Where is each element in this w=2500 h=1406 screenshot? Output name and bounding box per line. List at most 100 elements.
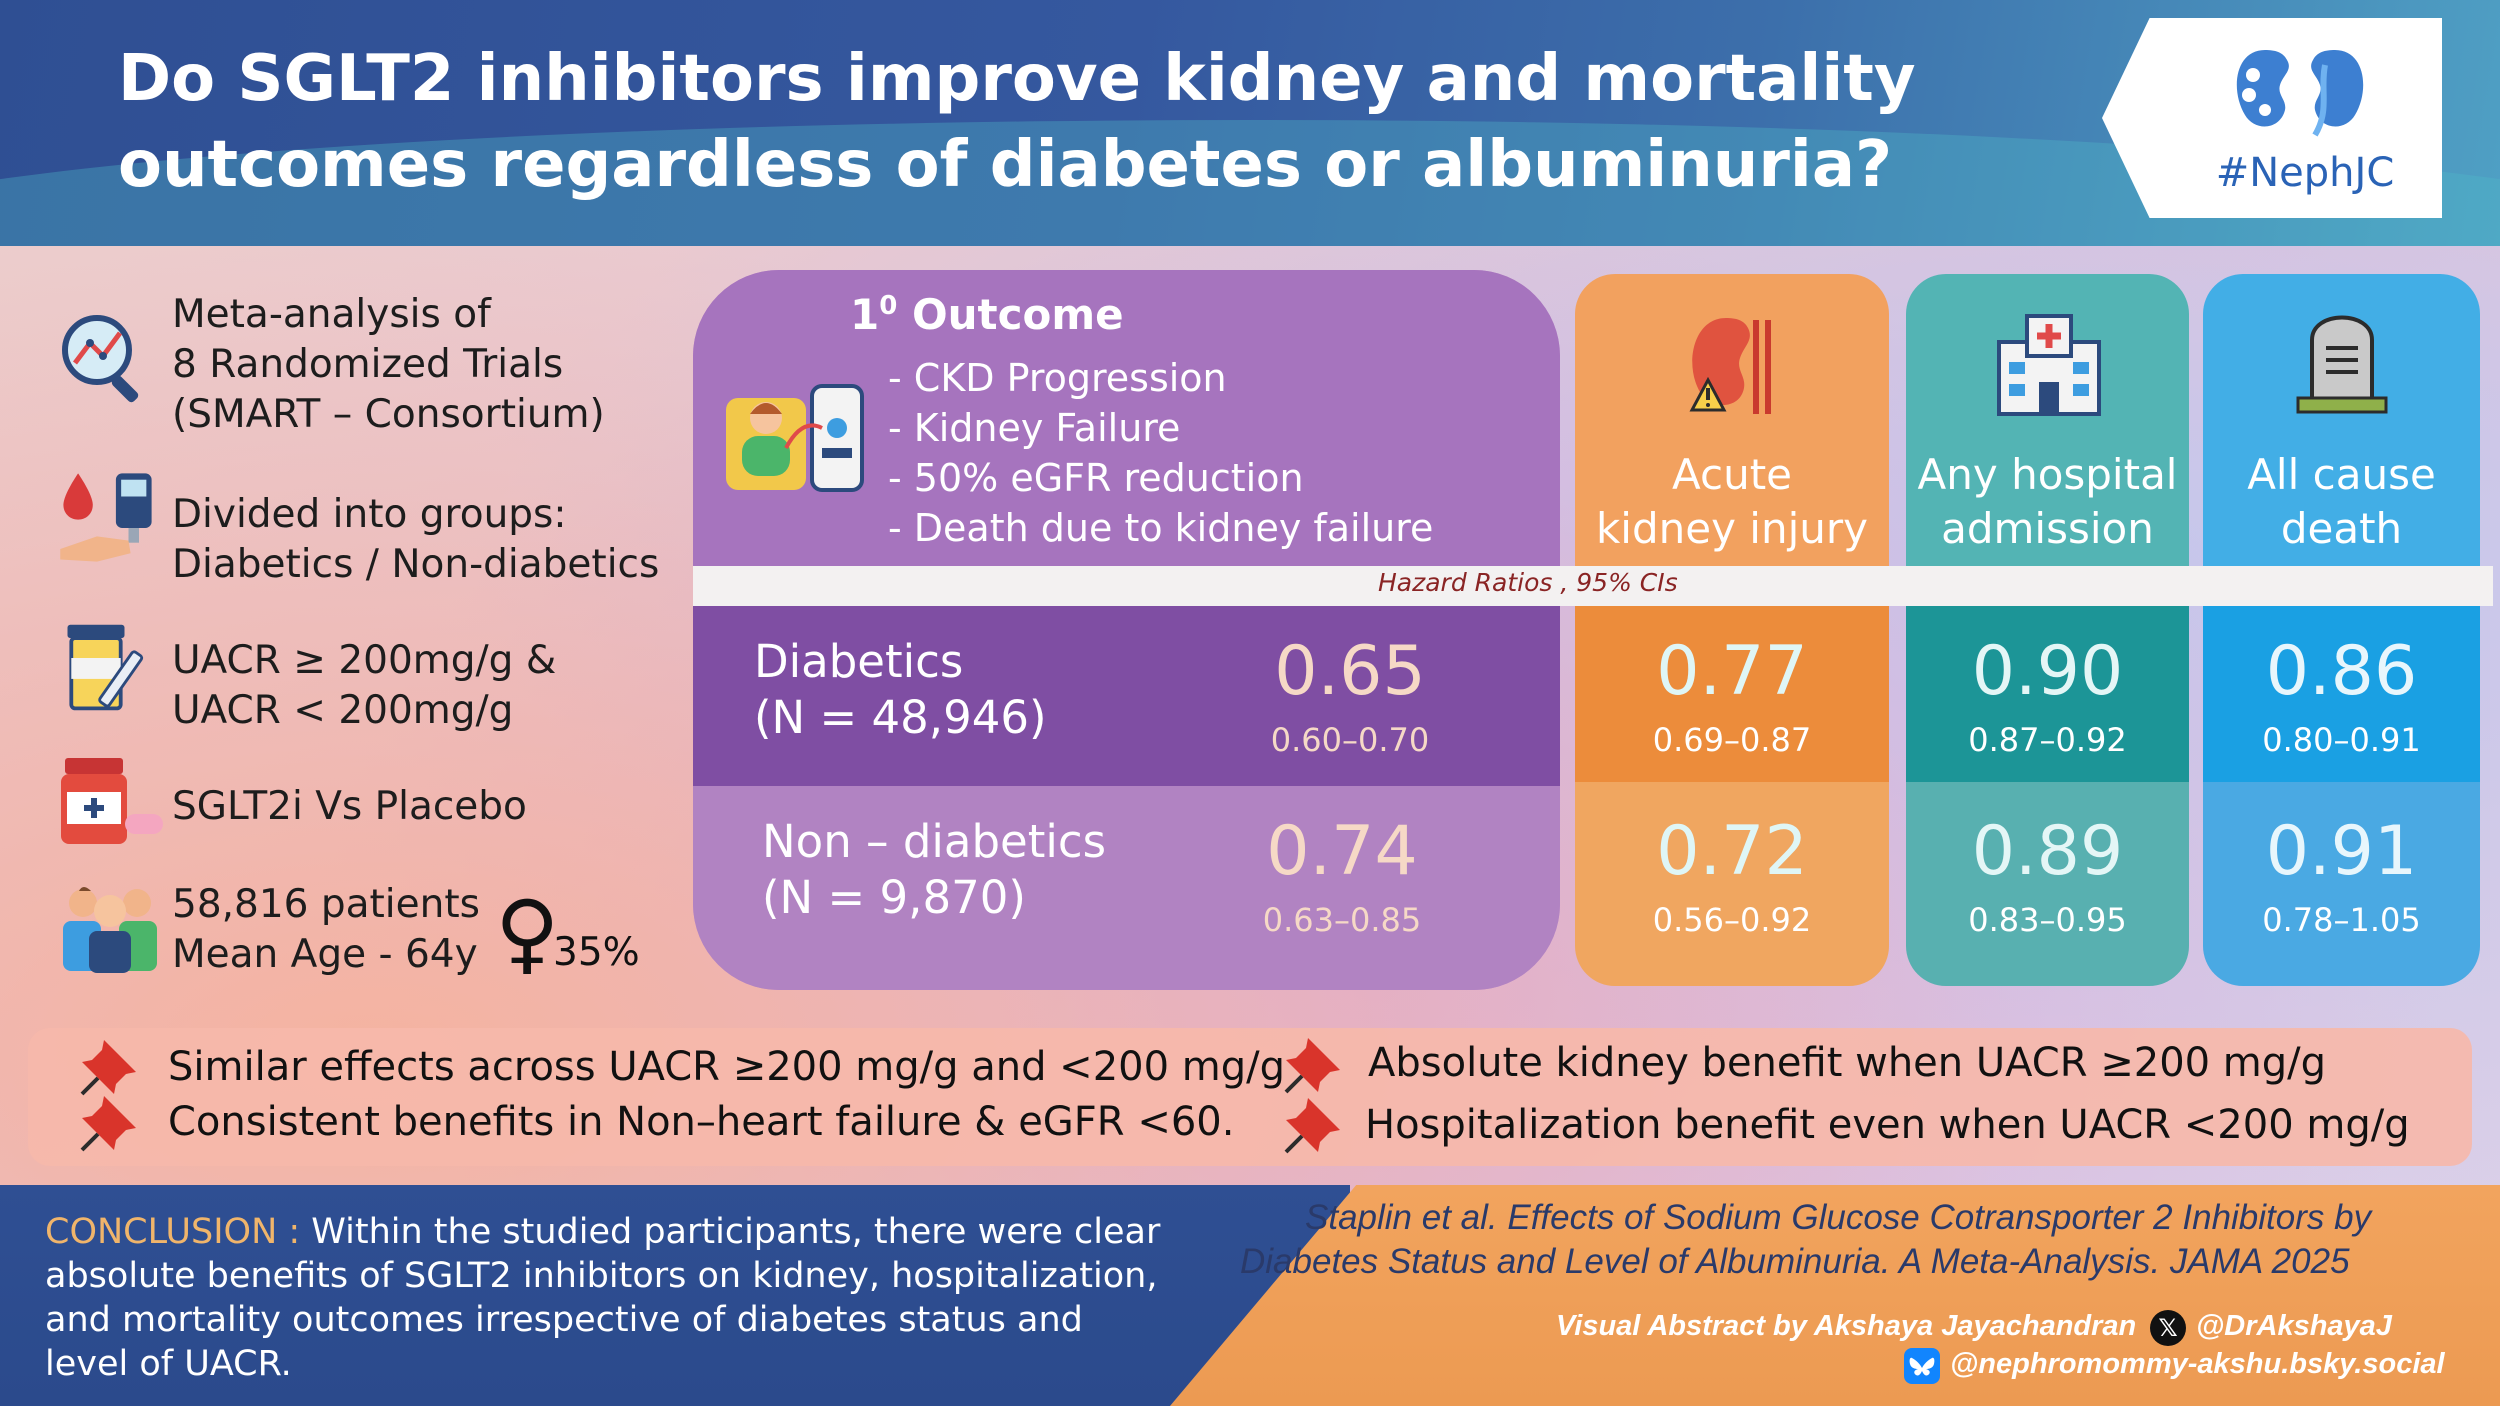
- death-diabetics-ci: 0.80–0.91: [2262, 721, 2421, 759]
- x-logo-icon: 𝕏: [2150, 1310, 2186, 1346]
- heading-line: admission: [1941, 504, 2154, 553]
- hospital-icon: [1997, 314, 2101, 416]
- heading-line: kidney injury: [1595, 504, 1868, 553]
- death-diabetics-hr: 0.86: [2265, 632, 2418, 711]
- female-percent: 35%: [553, 930, 640, 975]
- aki-diabetics-hr: 0.77: [1656, 632, 1808, 711]
- citation-line-2: Diabetes Status and Level of Albuminuria…: [1240, 1242, 2350, 1281]
- primary-diabetics-row: [693, 606, 1560, 786]
- heading-line: Acute: [1671, 450, 1792, 499]
- conclusion-label: CONCLUSION :: [45, 1212, 301, 1252]
- group-n: (N = 48,946): [754, 691, 1047, 744]
- summary-item-3: UACR ≥ 200mg/g & UACR < 200mg/g: [172, 636, 556, 736]
- summary-line: 58,816 patients: [172, 882, 480, 927]
- dialysis-icon: [726, 384, 864, 492]
- hospital-nondiabetics-bg: [1906, 782, 2189, 986]
- summary-line: UACR ≥ 200mg/g &: [172, 638, 557, 683]
- summary-line: Mean Age - 64y: [172, 932, 478, 977]
- hazard-ratio-label: Hazard Ratios , 95% CIs: [1378, 568, 1678, 597]
- conclusion-line: absolute benefits of SGLT2 inhibitors on…: [45, 1256, 1158, 1296]
- summary-item-4: SGLT2i Vs Placebo: [172, 782, 527, 832]
- summary-line: 8 Randomized Trials: [172, 342, 564, 387]
- title-rest: Outcome: [897, 290, 1124, 339]
- bluesky-handle[interactable]: @nephromommy-akshu.bsky.social: [1950, 1348, 2445, 1380]
- aki-heading: Acute kidney injury: [1575, 448, 1889, 556]
- medicine-bottle-icon: [61, 758, 163, 844]
- primary-diabetics-ci: 0.60–0.70: [1270, 721, 1430, 759]
- aki-diabetics-ci: 0.69–0.87: [1652, 721, 1812, 759]
- aki-diabetics-bg: [1575, 606, 1889, 782]
- header-banner: [0, 0, 2500, 246]
- hospital-diabetics-bg: [1906, 606, 2189, 782]
- female-icon: ♀: [495, 881, 560, 984]
- kidney-warning-icon: [1689, 318, 1771, 414]
- outcome-component: - Kidney Failure: [888, 406, 1181, 450]
- summary-line: Diabetics / Non-diabetics: [172, 542, 660, 587]
- nondiabetics-label: Non – diabetics (N = 9,870): [762, 814, 1106, 926]
- conclusion-text: CONCLUSION : Within the studied particip…: [45, 1210, 1175, 1386]
- pushpin-icon: [80, 1096, 136, 1152]
- primary-outcome-title: 10 Outcome: [850, 290, 1124, 339]
- hospital-nondiabetics-ci: 0.83–0.95: [1968, 901, 2127, 939]
- hospital-heading: Any hospital admission: [1906, 448, 2189, 556]
- key-findings-panel: [28, 1028, 2472, 1166]
- outcome-component: - Death due to kidney failure: [888, 506, 1434, 550]
- aki-nondiabetics-ci: 0.56–0.92: [1652, 901, 1812, 939]
- title-base: 1: [850, 290, 880, 339]
- finding-3: Absolute kidney benefit when UACR ≥200 m…: [1368, 1040, 2327, 1086]
- nephjc-logo-text: #NephJC: [2215, 150, 2395, 196]
- finding-2: Consistent benefits in Non–heart failure…: [168, 1099, 1235, 1145]
- primary-nondiabetics-row: [693, 786, 1560, 990]
- hospital-column: [1906, 274, 2189, 986]
- kidney-logo-icon: [2236, 50, 2364, 137]
- conclusion-panel: [0, 1185, 1350, 1406]
- page-title: Do SGLT2 inhibitors improve kidney and m…: [118, 36, 2018, 208]
- primary-nondiabetics-hr: 0.74: [1266, 812, 1418, 891]
- death-nondiabetics-hr: 0.91: [2265, 812, 2418, 891]
- citation-line-1: Staplin et al. Effects of Sodium Glucose…: [1305, 1198, 2372, 1237]
- summary-item-2: Divided into groups: Diabetics / Non-dia…: [172, 490, 659, 590]
- primary-diabetics-hr: 0.65: [1274, 632, 1426, 711]
- outcome-component: - CKD Progression: [888, 356, 1227, 400]
- finding-1: Similar effects across UACR ≥200 mg/g an…: [168, 1044, 1285, 1090]
- death-nondiabetics-ci: 0.78–1.05: [2262, 901, 2421, 939]
- visual-abstract-credit: Visual Abstract by Akshaya Jayachandran: [1556, 1310, 2137, 1342]
- summary-item-1: Meta-analysis of 8 Randomized Trials (SM…: [172, 290, 605, 440]
- citation-panel: [1170, 1185, 2500, 1406]
- bluesky-logo-icon: [1904, 1348, 1940, 1384]
- pushpin-icon: [1284, 1098, 1340, 1154]
- summary-line: Meta-analysis of: [172, 292, 491, 337]
- title-sup: 0: [879, 291, 898, 321]
- x-handle[interactable]: @DrAkshayaJ: [2196, 1310, 2392, 1342]
- summary-line: UACR < 200mg/g: [172, 688, 514, 733]
- hospital-diabetics-ci: 0.87–0.92: [1968, 721, 2127, 759]
- hospital-nondiabetics-hr: 0.89: [1971, 812, 2124, 891]
- heading-line: death: [2280, 504, 2403, 553]
- pushpin-icon: [80, 1040, 136, 1096]
- death-nondiabetics-bg: [2203, 782, 2480, 986]
- urine-sample-icon: [67, 624, 144, 711]
- group-name: Diabetics: [754, 635, 964, 688]
- death-diabetics-bg: [2203, 606, 2480, 782]
- pushpin-icon: [1284, 1038, 1340, 1094]
- header-wave: [0, 120, 2500, 246]
- death-heading: All cause death: [2203, 448, 2480, 556]
- gravestone-icon: [2296, 315, 2388, 414]
- glucometer-icon: [60, 473, 152, 562]
- title-line-2: outcomes regardless of diabetes or album…: [118, 128, 1893, 202]
- death-column: [2203, 274, 2480, 986]
- summary-line: (SMART – Consortium): [172, 392, 605, 437]
- summary-line: SGLT2i Vs Placebo: [172, 784, 527, 829]
- group-name: Non – diabetics: [762, 815, 1107, 868]
- hazard-ratio-band: [693, 566, 2493, 606]
- finding-4: Hospitalization benefit even when UACR <…: [1365, 1102, 2410, 1148]
- conclusion-line: level of UACR.: [45, 1344, 292, 1384]
- conclusion-line: Within the studied participants, there w…: [300, 1212, 1161, 1252]
- group-n: (N = 9,870): [762, 871, 1026, 924]
- aki-nondiabetics-hr: 0.72: [1656, 812, 1808, 891]
- conclusion-line: and mortality outcomes irrespective of d…: [45, 1300, 1083, 1340]
- heading-line: All cause: [2247, 450, 2436, 499]
- outcome-component: - 50% eGFR reduction: [888, 456, 1304, 500]
- primary-nondiabetics-ci: 0.63–0.85: [1262, 901, 1422, 939]
- summary-line: Divided into groups:: [172, 492, 567, 537]
